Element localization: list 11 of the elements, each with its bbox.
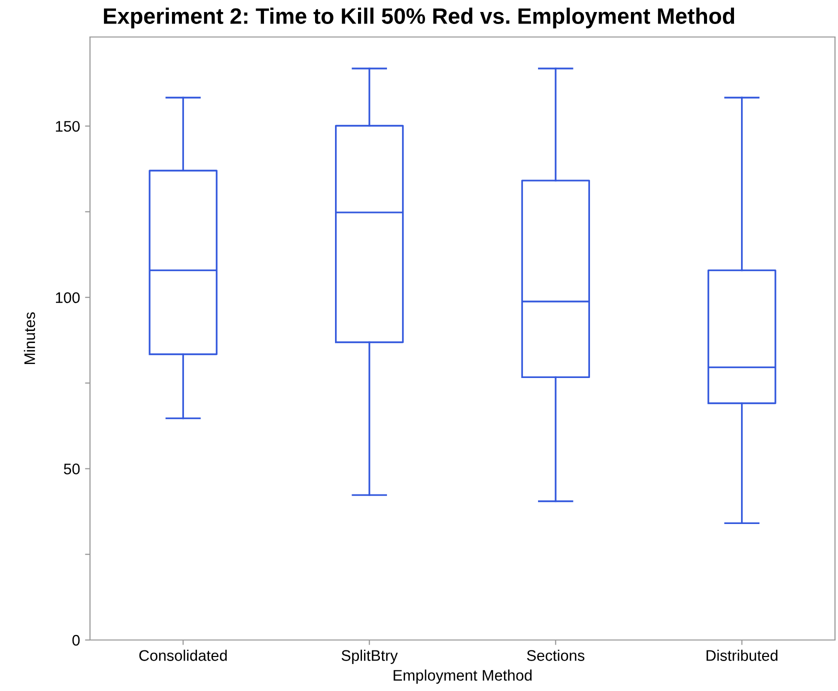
x-tick-label: Distributed	[706, 650, 778, 661]
y-tick-label: 100	[56, 292, 80, 304]
y-axis-title: Minutes	[24, 312, 36, 364]
x-tick-label: SplitBtry	[342, 650, 398, 664]
x-tick-label: Sections	[527, 650, 584, 661]
y-tick-label: 50	[64, 464, 80, 474]
x-axis-title: Employment Method	[394, 670, 532, 684]
chart-title: Experiment 2: Time to Kill 50% Red vs. Employment Method	[104, 8, 734, 28]
y-tick-label: 0	[72, 634, 80, 646]
y-tick-label: 150	[56, 120, 80, 132]
x-tick-label: Consolidated	[139, 650, 227, 661]
